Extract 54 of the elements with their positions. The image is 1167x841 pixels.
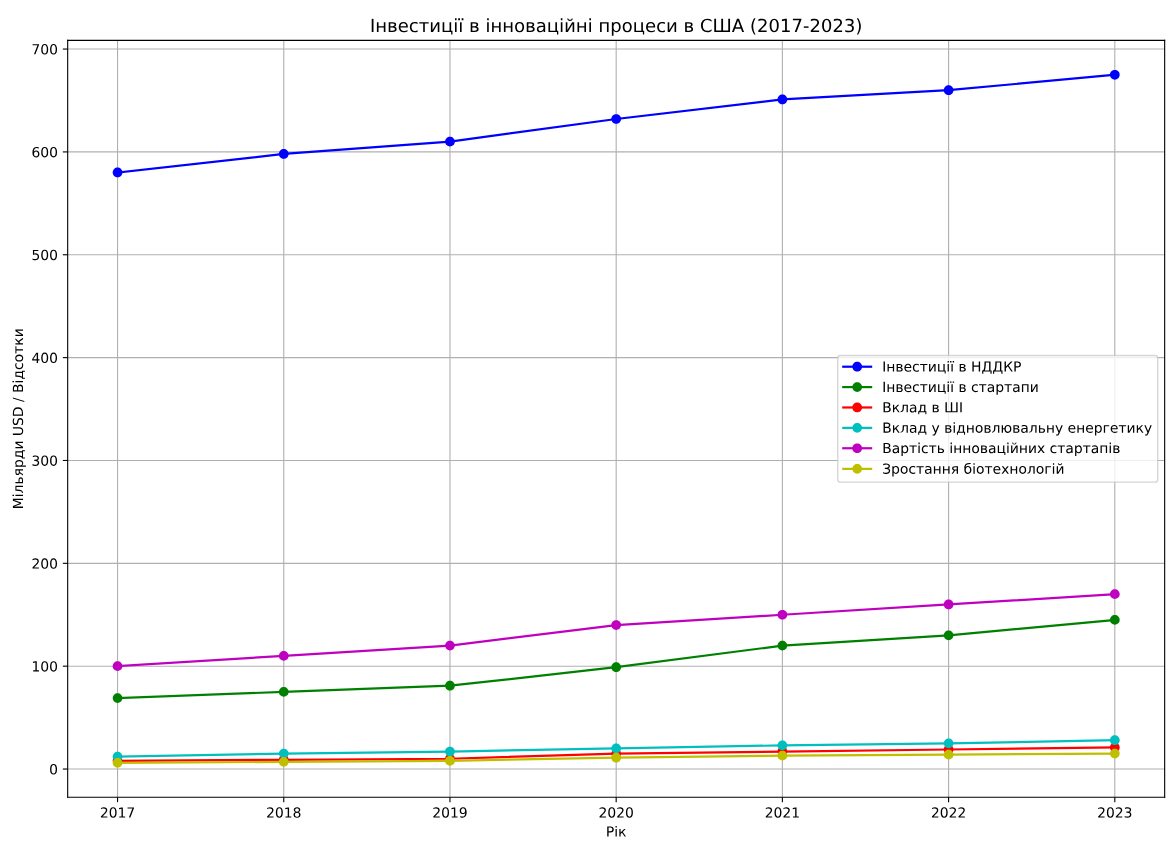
point (445, 746, 455, 757)
point (1109, 735, 1120, 746)
point (278, 651, 289, 661)
point (1109, 748, 1120, 759)
point (611, 114, 622, 124)
point (112, 661, 123, 672)
y-tick-label: 200 (32, 558, 58, 569)
y-tick-label: 700 (32, 44, 58, 55)
y-tick-label: 100 (32, 661, 58, 672)
point (777, 750, 788, 761)
point (777, 740, 788, 751)
point (611, 662, 622, 673)
y-tick-label: 600 (32, 146, 58, 158)
point (611, 743, 622, 754)
point (943, 630, 954, 641)
y-tick-label: 500 (32, 249, 58, 261)
point (445, 640, 455, 651)
x-tick-label: 2018 (267, 807, 301, 818)
y-tick-label: 300 (32, 455, 58, 466)
legend-label: Зростання біотехнологій (883, 462, 1064, 477)
point (1109, 69, 1120, 80)
legend-label: Інвестиції в стартапи (883, 381, 1038, 395)
x-tick-label: 2019 (433, 807, 467, 818)
y-axis-title: Мільярди USD / Відсотки (12, 329, 26, 508)
point (943, 599, 954, 610)
legend-label: Вклад в ШІ (883, 402, 962, 415)
point (943, 738, 954, 749)
x-tick-label: 2021 (765, 807, 799, 818)
x-tick-label: 2017 (100, 807, 135, 818)
point (445, 136, 455, 147)
point (112, 693, 123, 703)
point (777, 640, 788, 651)
y-tick-label: 0 (50, 764, 58, 775)
point (112, 167, 123, 178)
point (1109, 589, 1120, 600)
point (1109, 615, 1120, 625)
x-tick-label: 2022 (931, 807, 965, 818)
point (278, 149, 289, 159)
x-tick-label: 2023 (1098, 807, 1132, 818)
legend-label: Вклад у відновлювальну енергетику (883, 422, 1152, 436)
legend-label: Інвестиції в НДДКР (883, 361, 1021, 374)
point (445, 680, 455, 691)
point (278, 687, 289, 697)
point (611, 752, 622, 763)
x-axis-title: Рік (607, 825, 627, 837)
point (611, 620, 622, 630)
x-tick-label: 2020 (599, 807, 633, 818)
point (943, 749, 954, 760)
point (777, 94, 788, 105)
point (777, 609, 788, 620)
legend-label: Вартість інноваційних стартапів (883, 442, 1120, 456)
y-tick-label: 400 (32, 352, 58, 364)
point (943, 85, 954, 96)
chart-title: Інвестиції в інноваційні процеси в США (2017-2023) (371, 18, 861, 36)
